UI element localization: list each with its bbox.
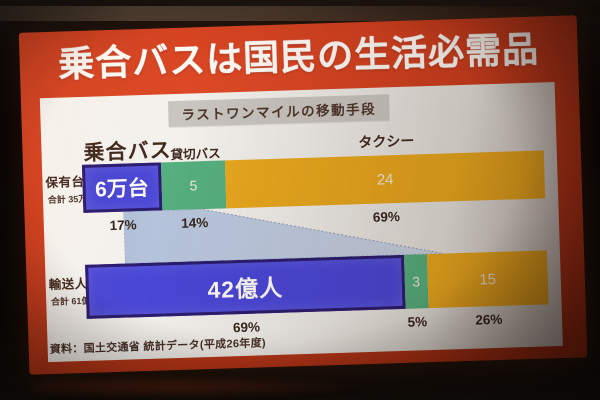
bar-segment-fleet-norikai: 6万台 bbox=[81, 162, 162, 213]
bar-value-passengers-taxi: 15 bbox=[479, 270, 497, 288]
bar-value-fleet-taxi: 24 bbox=[376, 170, 394, 189]
bar-value-fleet-norikai: 6万台 bbox=[94, 176, 150, 202]
funnel-connector bbox=[123, 208, 444, 264]
presentation-slide: 乗合バスは国民の生活必需品 ラストワンマイルの移動手段 乗合バス 貸切バス タク… bbox=[18, 15, 588, 375]
funnel-shape bbox=[123, 208, 444, 264]
percent-fleet-norikai: 17% bbox=[109, 217, 137, 234]
bar-segment-fleet-kashikiri: 5 bbox=[160, 160, 227, 211]
percent-passengers-kashikiri: 5% bbox=[407, 314, 428, 330]
percent-passengers-taxi: 26% bbox=[475, 311, 503, 328]
bar-value-fleet-kashikiri: 5 bbox=[189, 177, 198, 194]
slide-title: 乗合バスは国民の生活必需品 bbox=[57, 28, 540, 85]
chart-area: 6万台 5 24 17% 14% 69% 42億人 3 bbox=[80, 82, 550, 360]
bar-value-passengers-kashikiri: 3 bbox=[411, 273, 421, 290]
bar-value-passengers-norikai: 42億人 bbox=[207, 274, 284, 304]
bar-segment-passengers-taxi: 15 bbox=[426, 250, 549, 309]
ceiling-beam bbox=[0, 6, 600, 21]
bar-segment-passengers-kashikiri: 3 bbox=[403, 254, 429, 309]
percent-fleet-kashikiri: 14% bbox=[180, 214, 209, 231]
bar-segment-passengers-norikai: 42億人 bbox=[85, 254, 406, 319]
content-panel: ラストワンマイルの移動手段 乗合バス 貸切バス タクシー 保有台数 合計 35万… bbox=[39, 82, 563, 363]
floor-reflection bbox=[30, 376, 370, 398]
